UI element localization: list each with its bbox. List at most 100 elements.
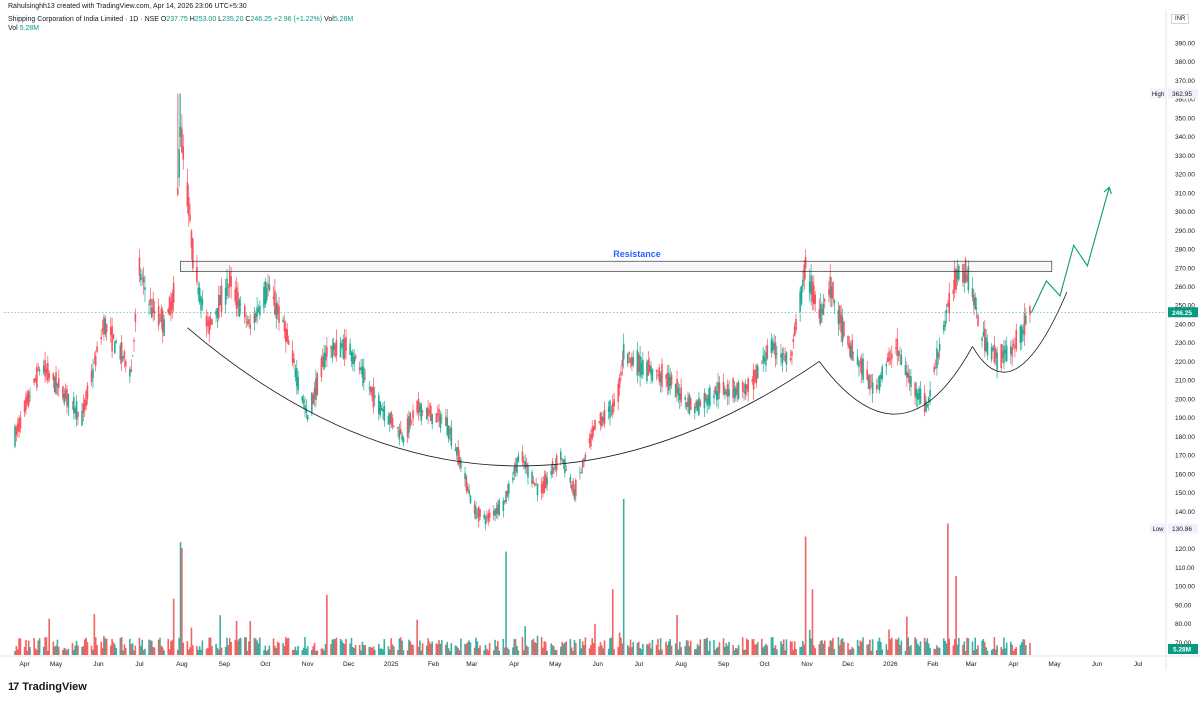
candle-body: [728, 389, 730, 397]
candle-body: [390, 412, 392, 425]
candle-body: [63, 393, 66, 404]
candle-body: [715, 391, 718, 400]
candle-body: [668, 372, 670, 391]
candle-body: [83, 400, 86, 411]
candle-body: [38, 370, 41, 372]
volume-bar: [610, 637, 613, 655]
candle-body: [343, 338, 346, 359]
volume-bar: [927, 643, 930, 655]
y-tick-label: 390.00: [1175, 41, 1195, 48]
volume-bar: [744, 649, 747, 655]
volume-bar: [52, 641, 55, 655]
volume-bar: [295, 650, 298, 655]
candle-body: [745, 384, 748, 390]
x-tick-label: 2026: [883, 661, 898, 668]
candle-body: [580, 472, 583, 473]
candle-body: [506, 490, 509, 497]
volume-bar: [167, 638, 169, 655]
volume-bar: [584, 637, 587, 655]
volume-bar: [417, 646, 420, 655]
volume-bar: [450, 643, 453, 655]
candle-body: [802, 279, 804, 287]
candle-body: [770, 339, 773, 354]
candle-body: [551, 461, 554, 474]
candle-body: [341, 344, 343, 347]
candle-body: [774, 342, 777, 359]
candle-body: [985, 337, 987, 352]
candle-body: [536, 483, 539, 496]
volume-bar: [440, 640, 443, 655]
volume-bar: [617, 646, 620, 655]
volume-bar: [698, 645, 700, 655]
candle-body: [207, 320, 209, 326]
volume-bar: [599, 642, 602, 655]
volume-bar: [74, 645, 76, 655]
y-tick-label: 200.00: [1175, 396, 1195, 403]
volume-bar: [813, 645, 815, 655]
volume-bar: [66, 650, 68, 655]
volume-bar: [915, 639, 918, 655]
candle-body: [48, 373, 50, 379]
candle-body: [450, 427, 453, 446]
volume-bar: [109, 645, 112, 655]
volume-bar: [733, 650, 736, 655]
candle-body: [119, 345, 122, 360]
candle-body: [789, 357, 792, 360]
candle-body: [724, 389, 726, 395]
volume-bar: [666, 645, 669, 655]
volume-bar: [286, 638, 289, 655]
candle-body: [966, 275, 968, 281]
volume-bar: [331, 639, 334, 655]
volume-bar: [636, 642, 639, 655]
volume-bar: [527, 646, 529, 655]
volume-bar: [19, 638, 22, 655]
candle-body: [945, 309, 948, 313]
candle-body: [725, 391, 728, 395]
candle-body: [944, 320, 946, 327]
candle-body: [163, 319, 165, 336]
volume-bar: [178, 637, 180, 655]
candle-body: [431, 414, 433, 425]
volume-bar: [207, 648, 209, 655]
volume-bar: [196, 645, 198, 655]
volume-bar: [885, 644, 888, 655]
volume-bar: [369, 647, 372, 655]
volume-bar: [553, 646, 555, 655]
volume-bar: [226, 637, 228, 655]
currency-button[interactable]: INR: [1171, 14, 1190, 24]
volume-bar: [966, 637, 968, 655]
candle-body: [736, 382, 739, 395]
volume-bar: [755, 644, 758, 655]
volume-bar: [840, 639, 842, 655]
volume-bar: [275, 647, 278, 655]
volume-bar: [1020, 642, 1023, 655]
x-tick-label: Jun: [93, 661, 104, 668]
candle-body: [468, 490, 470, 494]
candle-body: [409, 413, 412, 426]
y-tick-label: 240.00: [1175, 321, 1195, 328]
candle-body: [224, 287, 227, 305]
volume-bar: [953, 639, 956, 655]
volume-bar: [770, 637, 773, 655]
candle-body: [640, 362, 643, 375]
ohlc-label: H: [187, 16, 195, 23]
candle-body: [345, 336, 347, 351]
y-tick-label: 230.00: [1175, 340, 1195, 347]
cup-curve: [187, 327, 820, 467]
volume-bar: [293, 649, 295, 655]
candle-body: [631, 356, 633, 367]
candle-body: [570, 485, 573, 489]
volume-bar: [464, 644, 466, 655]
volume-bar: [335, 637, 338, 655]
volume-bar: [172, 598, 175, 655]
volume-bar: [947, 523, 949, 655]
candle-body: [773, 343, 775, 350]
candle-body: [967, 266, 970, 291]
volume-bar: [670, 645, 673, 655]
volume-bar: [546, 650, 548, 655]
volume-bar: [64, 648, 67, 655]
volume-bar: [592, 643, 595, 655]
volume-bar: [982, 639, 985, 655]
candle-body: [543, 476, 546, 493]
